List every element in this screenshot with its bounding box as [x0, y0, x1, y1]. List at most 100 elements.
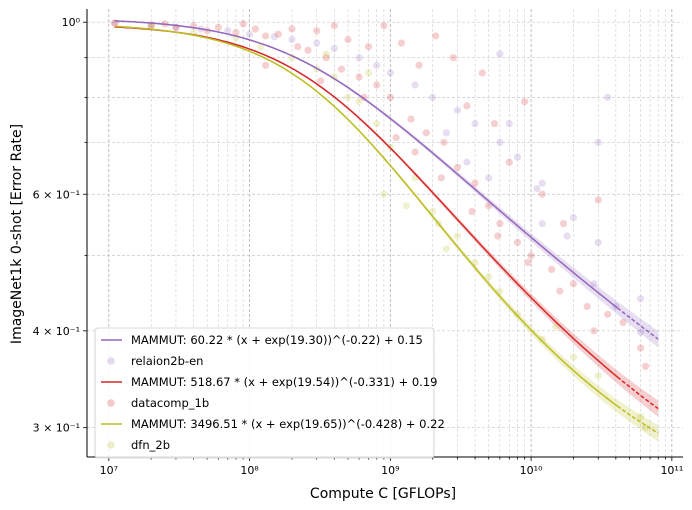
- scatter-point-datacomp_1b: [490, 120, 499, 128]
- legend-label: relaion2b-en: [131, 354, 203, 368]
- legend-swatch-point: [107, 399, 115, 407]
- x-tick-label: 10⁷: [100, 464, 118, 477]
- scatter-point-datacomp_1b: [322, 54, 330, 62]
- scatter-point-datacomp_1b: [527, 252, 535, 260]
- scatter-point-relaion2b-en: [637, 295, 645, 303]
- scatter-point-dfn_2b: [485, 272, 493, 281]
- y-axis-label: ImageNet1k 0-shot [Error Rate]: [9, 124, 25, 344]
- scatter-point-relaion2b-en: [513, 153, 522, 161]
- y-tick-label: 10⁰: [62, 16, 81, 29]
- scatter-point-relaion2b-en: [563, 232, 571, 240]
- legend-label: MAMMUT: 3496.51 * (x + exp(19.65))^(-0.4…: [131, 417, 445, 431]
- scatter-point-dfn_2b: [411, 174, 419, 182]
- scatter-point-datacomp_1b: [313, 27, 321, 35]
- scatter-point-relaion2b-en: [224, 27, 232, 35]
- scatter-point-datacomp_1b: [274, 30, 282, 38]
- scatter-point-relaion2b-en: [533, 185, 541, 193]
- scatter-point-dfn_2b: [380, 190, 388, 198]
- scatter-point-dfn_2b: [364, 69, 373, 77]
- scatter-point-datacomp_1b: [344, 35, 352, 44]
- scatter-point-datacomp_1b: [641, 362, 650, 370]
- scatter-point-relaion2b-en: [313, 39, 321, 47]
- scatter-point-datacomp_1b: [559, 219, 568, 228]
- legend-label: MAMMUT: 518.67 * (x + exp(19.54))^(-0.33…: [131, 375, 437, 389]
- scatter-point-datacomp_1b: [214, 23, 222, 31]
- scatter-point-datacomp_1b: [422, 129, 430, 137]
- scatter-point-relaion2b-en: [594, 238, 602, 247]
- x-tick-label: 10¹¹: [660, 464, 683, 477]
- fit-line-extrapolated: [616, 405, 659, 434]
- scatter-point-dfn_2b: [453, 232, 462, 240]
- scatter-point-datacomp_1b: [505, 158, 513, 166]
- scatter-point-datacomp_1b: [556, 287, 564, 295]
- tick-labels: 10⁷ 10⁸ 10⁹ 10¹⁰ 10¹¹ 10⁰ 6 × 10⁻¹ 4 × 10⁻¹ 3 × …: [33, 16, 684, 477]
- x-tick-label: 10¹⁰: [520, 464, 543, 477]
- scatter-point-datacomp_1b: [288, 25, 296, 33]
- scatter-point-datacomp_1b: [262, 32, 270, 40]
- legend-label: MAMMUT: 60.22 * (x + exp(19.30))^(-0.22)…: [131, 333, 423, 347]
- fit-line-extrapolated: [616, 376, 659, 410]
- scatter-point-relaion2b-en: [373, 61, 381, 69]
- scatter-point-dfn_2b: [641, 424, 650, 432]
- legend-swatch-point: [107, 357, 115, 365]
- x-tick-label: 10⁸: [240, 464, 259, 477]
- scatter-point-datacomp_1b: [468, 207, 476, 216]
- scatter-point-datacomp_1b: [471, 179, 479, 187]
- scatter-point-datacomp_1b: [317, 77, 325, 85]
- scatter-point-relaion2b-en: [569, 213, 578, 222]
- scatter-point-relaion2b-en: [637, 328, 645, 337]
- scatter-point-datacomp_1b: [330, 21, 338, 30]
- scatter-point-datacomp_1b: [337, 65, 346, 73]
- fit-line: [114, 25, 618, 407]
- fit-line: [114, 26, 618, 378]
- scatter-point-datacomp_1b: [619, 318, 627, 327]
- y-tick-label: 4 × 10⁻¹: [33, 325, 80, 338]
- scatter-point-datacomp_1b: [392, 133, 400, 142]
- scatter-point-dfn_2b: [569, 353, 578, 361]
- scatter-point-dfn_2b: [257, 43, 265, 51]
- scatter-point-dfn_2b: [344, 93, 352, 101]
- scatter-point-relaion2b-en: [429, 93, 437, 101]
- scatter-point-dfn_2b: [373, 120, 381, 128]
- y-tick-label: 3 × 10⁻¹: [33, 422, 80, 435]
- scatter-point-datacomp_1b: [590, 327, 598, 335]
- scatter-point-relaion2b-en: [355, 54, 363, 62]
- scatter-point-relaion2b-en: [411, 81, 419, 89]
- fit-band: [114, 20, 659, 348]
- scatter-point-dfn_2b: [471, 258, 479, 267]
- scatter-point-relaion2b-en: [590, 280, 598, 288]
- fit-line-extrapolated: [616, 307, 659, 340]
- scatter-point-datacomp_1b: [364, 43, 373, 51]
- scatter-point-dfn_2b: [538, 335, 546, 343]
- scatter-point-relaion2b-en: [463, 158, 471, 166]
- scatter-point-relaion2b-en: [496, 138, 504, 146]
- scatter-point-datacomp_1b: [232, 28, 240, 37]
- scatter-point-datacomp_1b: [440, 138, 448, 146]
- scatter-point-datacomp_1b: [524, 258, 532, 267]
- scatter-point-datacomp_1b: [304, 46, 312, 54]
- scatter-point-datacomp_1b: [380, 21, 388, 30]
- scatter-point-relaion2b-en: [288, 35, 296, 44]
- scatter-point-dfn_2b: [442, 245, 450, 253]
- scatter-point-datacomp_1b: [463, 102, 471, 110]
- scatter-point-datacomp_1b: [485, 202, 493, 210]
- y-tick-label: 6 × 10⁻¹: [33, 188, 80, 201]
- scatter-point-datacomp_1b: [538, 190, 546, 198]
- scatter-point-relaion2b-en: [538, 179, 546, 187]
- scatter-point-datacomp_1b: [583, 302, 591, 311]
- scatter-point-datacomp_1b: [437, 174, 445, 182]
- legend: MAMMUT: 60.22 * (x + exp(19.30))^(-0.22)…: [94, 327, 445, 459]
- scatter-point-relaion2b-en: [270, 33, 278, 41]
- scatter-point-datacomp_1b: [294, 43, 302, 51]
- scatter-point-dfn_2b: [513, 310, 522, 318]
- legend-label: datacomp_1b: [131, 396, 209, 410]
- scatter-point-datacomp_1b: [513, 238, 522, 247]
- scatter-point-datacomp_1b: [548, 265, 556, 274]
- scatter-point-datacomp_1b: [496, 219, 504, 228]
- scatter-point-relaion2b-en: [485, 174, 493, 182]
- fit-lines: [114, 20, 659, 434]
- scatter-point-relaion2b-en: [386, 69, 394, 77]
- scatter-point-datacomp_1b: [569, 280, 578, 288]
- scatter-point-dfn_2b: [637, 413, 645, 421]
